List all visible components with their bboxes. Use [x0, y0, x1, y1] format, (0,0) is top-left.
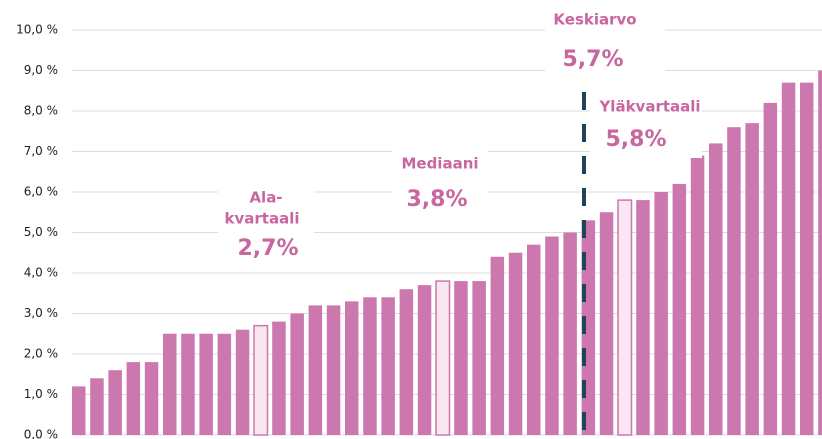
bar	[654, 192, 668, 435]
bar	[399, 289, 414, 435]
bar	[599, 212, 614, 435]
lower-quartile-value: 2,7%	[237, 236, 298, 261]
bar	[763, 102, 778, 436]
bar	[545, 236, 559, 435]
bar	[144, 362, 159, 435]
bar	[636, 200, 650, 435]
bar	[472, 281, 486, 435]
label-bg	[590, 94, 702, 158]
label-bg	[545, 4, 665, 80]
y-tick-label: 4,0 %	[24, 266, 58, 280]
bar	[435, 280, 451, 436]
bar	[72, 386, 86, 435]
bar	[345, 301, 359, 435]
bar	[508, 252, 523, 435]
bar	[617, 199, 633, 436]
bar	[90, 378, 104, 435]
upper-quartile-value: 5,8%	[605, 127, 666, 152]
bar	[727, 127, 741, 435]
lower-quartile-title: Ala-	[249, 189, 282, 207]
bar	[108, 370, 122, 435]
bar	[181, 333, 195, 435]
y-tick-label: 8,0 %	[24, 104, 58, 118]
bar	[490, 256, 505, 435]
bar	[690, 155, 705, 436]
bar	[454, 281, 468, 435]
y-tick-label: 6,0 %	[24, 185, 58, 199]
y-tick-label: 7,0 %	[24, 144, 58, 158]
mean-title: Keskiarvo	[553, 11, 636, 29]
bar	[253, 324, 269, 436]
bar	[745, 123, 759, 436]
bar	[199, 333, 213, 435]
bar	[235, 329, 250, 435]
mean-value: 5,7%	[562, 47, 623, 72]
bar	[363, 297, 377, 435]
y-tick-label: 2,0 %	[24, 347, 58, 361]
bar	[217, 333, 232, 435]
label-bg	[218, 184, 314, 264]
bar	[308, 305, 323, 435]
bar	[800, 82, 814, 436]
label-bg	[392, 150, 488, 218]
bar	[272, 321, 286, 435]
y-tick-label: 3,0 %	[24, 306, 58, 320]
bar	[417, 285, 432, 435]
bar	[381, 297, 395, 435]
bar	[781, 82, 796, 436]
bar	[527, 244, 541, 435]
y-tick-label: 5,0 %	[24, 225, 58, 239]
bar	[126, 362, 141, 435]
y-tick-label: 1,0 %	[24, 387, 58, 401]
bar	[163, 333, 177, 435]
grid: 0,0 % 1,0 % 2,0 % 3,0 % 4,0 % 5,0 % 6,0 % 7,0 %…	[16, 23, 822, 439]
median-title: Mediaani	[401, 155, 478, 173]
bar	[709, 143, 723, 435]
bar	[818, 70, 822, 435]
bars	[72, 70, 822, 436]
bar	[672, 183, 687, 435]
y-tick-label: 10,0 %	[16, 23, 58, 37]
lower-quartile-title: kvartaali	[225, 210, 300, 228]
median-value: 3,8%	[406, 187, 467, 212]
upper-quartile-title: Yläkvartaali	[598, 98, 700, 116]
y-tick-label: 9,0 %	[24, 63, 58, 77]
bar	[290, 313, 304, 435]
bar	[326, 305, 341, 435]
bar	[563, 232, 577, 435]
y-tick-label: 0,0 %	[24, 428, 58, 439]
